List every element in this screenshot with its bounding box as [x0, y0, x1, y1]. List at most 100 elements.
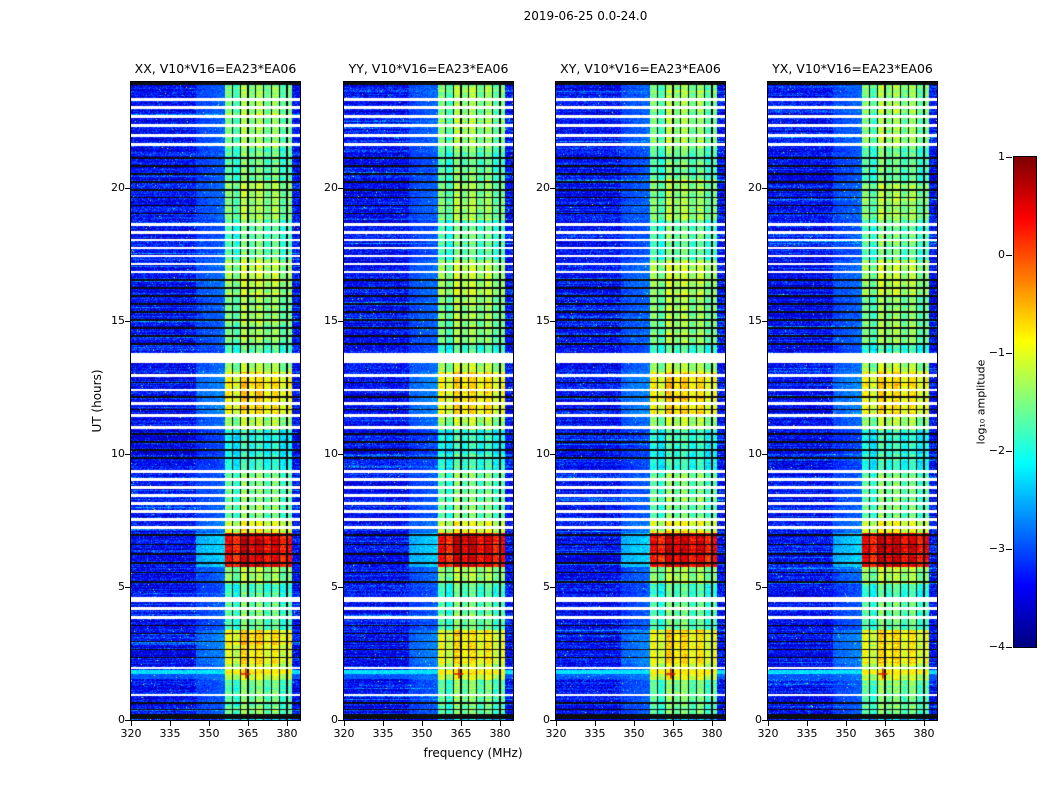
y-tick-mark: [125, 587, 130, 588]
y-tick-label: 10: [111, 447, 125, 460]
panel-XX: XX, V10*V16=EA23*EA06 0 5 10 15 20 320 335 350 36…: [111, 61, 301, 740]
x-tick-label: 320: [333, 727, 355, 740]
x-tick-label: 335: [796, 727, 818, 740]
x-tick-label: 335: [372, 727, 394, 740]
x-tick-label: 350: [835, 727, 857, 740]
x-tick-mark: [383, 721, 384, 726]
x-tick-label: 380: [701, 727, 723, 740]
y-tick-mark: [762, 188, 767, 189]
y-tick-label: 20: [111, 181, 125, 194]
y-tick-label: 5: [118, 580, 125, 593]
y-tick-mark: [338, 454, 343, 455]
figure-title: 2019-06-25 0.0-24.0: [523, 9, 648, 23]
colorbar-tick-label: −1: [988, 346, 1005, 359]
y-tick-label: 0: [331, 713, 338, 726]
colorbar-gradient: [1013, 156, 1037, 648]
x-tick-label: 380: [489, 727, 511, 740]
colorbar-label: log₁₀ amplitude: [974, 359, 988, 445]
x-tick-mark: [556, 721, 557, 726]
y-tick-mark: [338, 720, 343, 721]
colorbar-tick-mark: [1006, 549, 1012, 550]
x-tick-mark: [131, 721, 132, 726]
x-tick-label: 335: [159, 727, 181, 740]
x-tick-label: 365: [662, 727, 684, 740]
x-tick-mark: [287, 721, 288, 726]
spectrogram-canvas-XY: [555, 81, 726, 721]
x-tick-label: 365: [450, 727, 472, 740]
colorbar-tick-label: −4: [988, 640, 1005, 653]
y-tick-label: 10: [536, 447, 550, 460]
y-tick-label: 20: [536, 181, 550, 194]
x-tick-mark: [807, 721, 808, 726]
y-tick-label: 10: [324, 447, 338, 460]
colorbar-tick-mark: [1006, 255, 1012, 256]
x-tick-label: 320: [757, 727, 779, 740]
y-tick-mark: [125, 720, 130, 721]
x-axis-label: frequency (MHz): [423, 746, 523, 760]
y-tick-label: 0: [543, 713, 550, 726]
panel-XY: XY, V10*V16=EA23*EA06 0 5 10 15 20 320 335 350 36…: [536, 61, 726, 740]
colorbar-tick-label: −3: [988, 542, 1005, 555]
colorbar-tick-mark: [1006, 157, 1012, 158]
y-tick-label: 0: [755, 713, 762, 726]
y-tick-label: 5: [543, 580, 550, 593]
colorbar-tick-mark: [1006, 647, 1012, 648]
x-tick-mark: [170, 721, 171, 726]
y-tick-mark: [125, 454, 130, 455]
y-tick-mark: [550, 720, 555, 721]
y-tick-mark: [762, 454, 767, 455]
panel-title-XY: XY, V10*V16=EA23*EA06: [560, 61, 721, 76]
x-tick-mark: [595, 721, 596, 726]
x-tick-label: 320: [545, 727, 567, 740]
spectrogram-canvas-YX: [767, 81, 938, 721]
y-tick-mark: [338, 188, 343, 189]
x-tick-mark: [712, 721, 713, 726]
x-tick-mark: [885, 721, 886, 726]
x-tick-mark: [673, 721, 674, 726]
x-tick-mark: [344, 721, 345, 726]
x-tick-label: 320: [120, 727, 142, 740]
colorbar-tick-label: 1: [998, 150, 1005, 163]
x-tick-mark: [500, 721, 501, 726]
x-tick-label: 380: [913, 727, 935, 740]
y-tick-mark: [550, 454, 555, 455]
y-tick-mark: [762, 587, 767, 588]
x-tick-mark: [924, 721, 925, 726]
y-tick-label: 15: [748, 314, 762, 327]
y-tick-mark: [762, 720, 767, 721]
y-axis-label: UT (hours): [90, 369, 104, 433]
y-tick-label: 10: [748, 447, 762, 460]
x-tick-mark: [768, 721, 769, 726]
y-tick-label: 5: [755, 580, 762, 593]
colorbar-tick-label: −2: [988, 444, 1005, 457]
y-tick-label: 15: [111, 314, 125, 327]
y-tick-mark: [125, 321, 130, 322]
x-tick-mark: [209, 721, 210, 726]
colorbar-tick-mark: [1006, 353, 1012, 354]
x-tick-mark: [846, 721, 847, 726]
panel-YY: YY, V10*V16=EA23*EA06 0 5 10 15 20 320 335 350 36…: [324, 61, 514, 740]
y-tick-mark: [762, 321, 767, 322]
y-tick-label: 20: [324, 181, 338, 194]
x-tick-label: 350: [411, 727, 433, 740]
spectrogram-canvas-XX: [130, 81, 301, 721]
x-tick-label: 365: [237, 727, 259, 740]
y-tick-label: 15: [536, 314, 550, 327]
panel-title-XX: XX, V10*V16=EA23*EA06: [134, 61, 297, 76]
y-tick-label: 5: [331, 580, 338, 593]
y-tick-mark: [550, 587, 555, 588]
x-tick-label: 380: [276, 727, 298, 740]
panel-title-YY: YY, V10*V16=EA23*EA06: [348, 61, 509, 76]
y-tick-label: 0: [118, 713, 125, 726]
colorbar-tick-label: 0: [998, 248, 1005, 261]
panel-title-YX: YX, V10*V16=EA23*EA06: [772, 61, 933, 76]
y-tick-mark: [338, 321, 343, 322]
y-tick-mark: [125, 188, 130, 189]
spectrogram-canvas-YY: [343, 81, 514, 721]
colorbar: 1 0 −1 −2 −3 −4: [989, 150, 1037, 653]
y-tick-label: 15: [324, 314, 338, 327]
x-tick-mark: [461, 721, 462, 726]
x-tick-label: 365: [874, 727, 896, 740]
x-tick-mark: [248, 721, 249, 726]
